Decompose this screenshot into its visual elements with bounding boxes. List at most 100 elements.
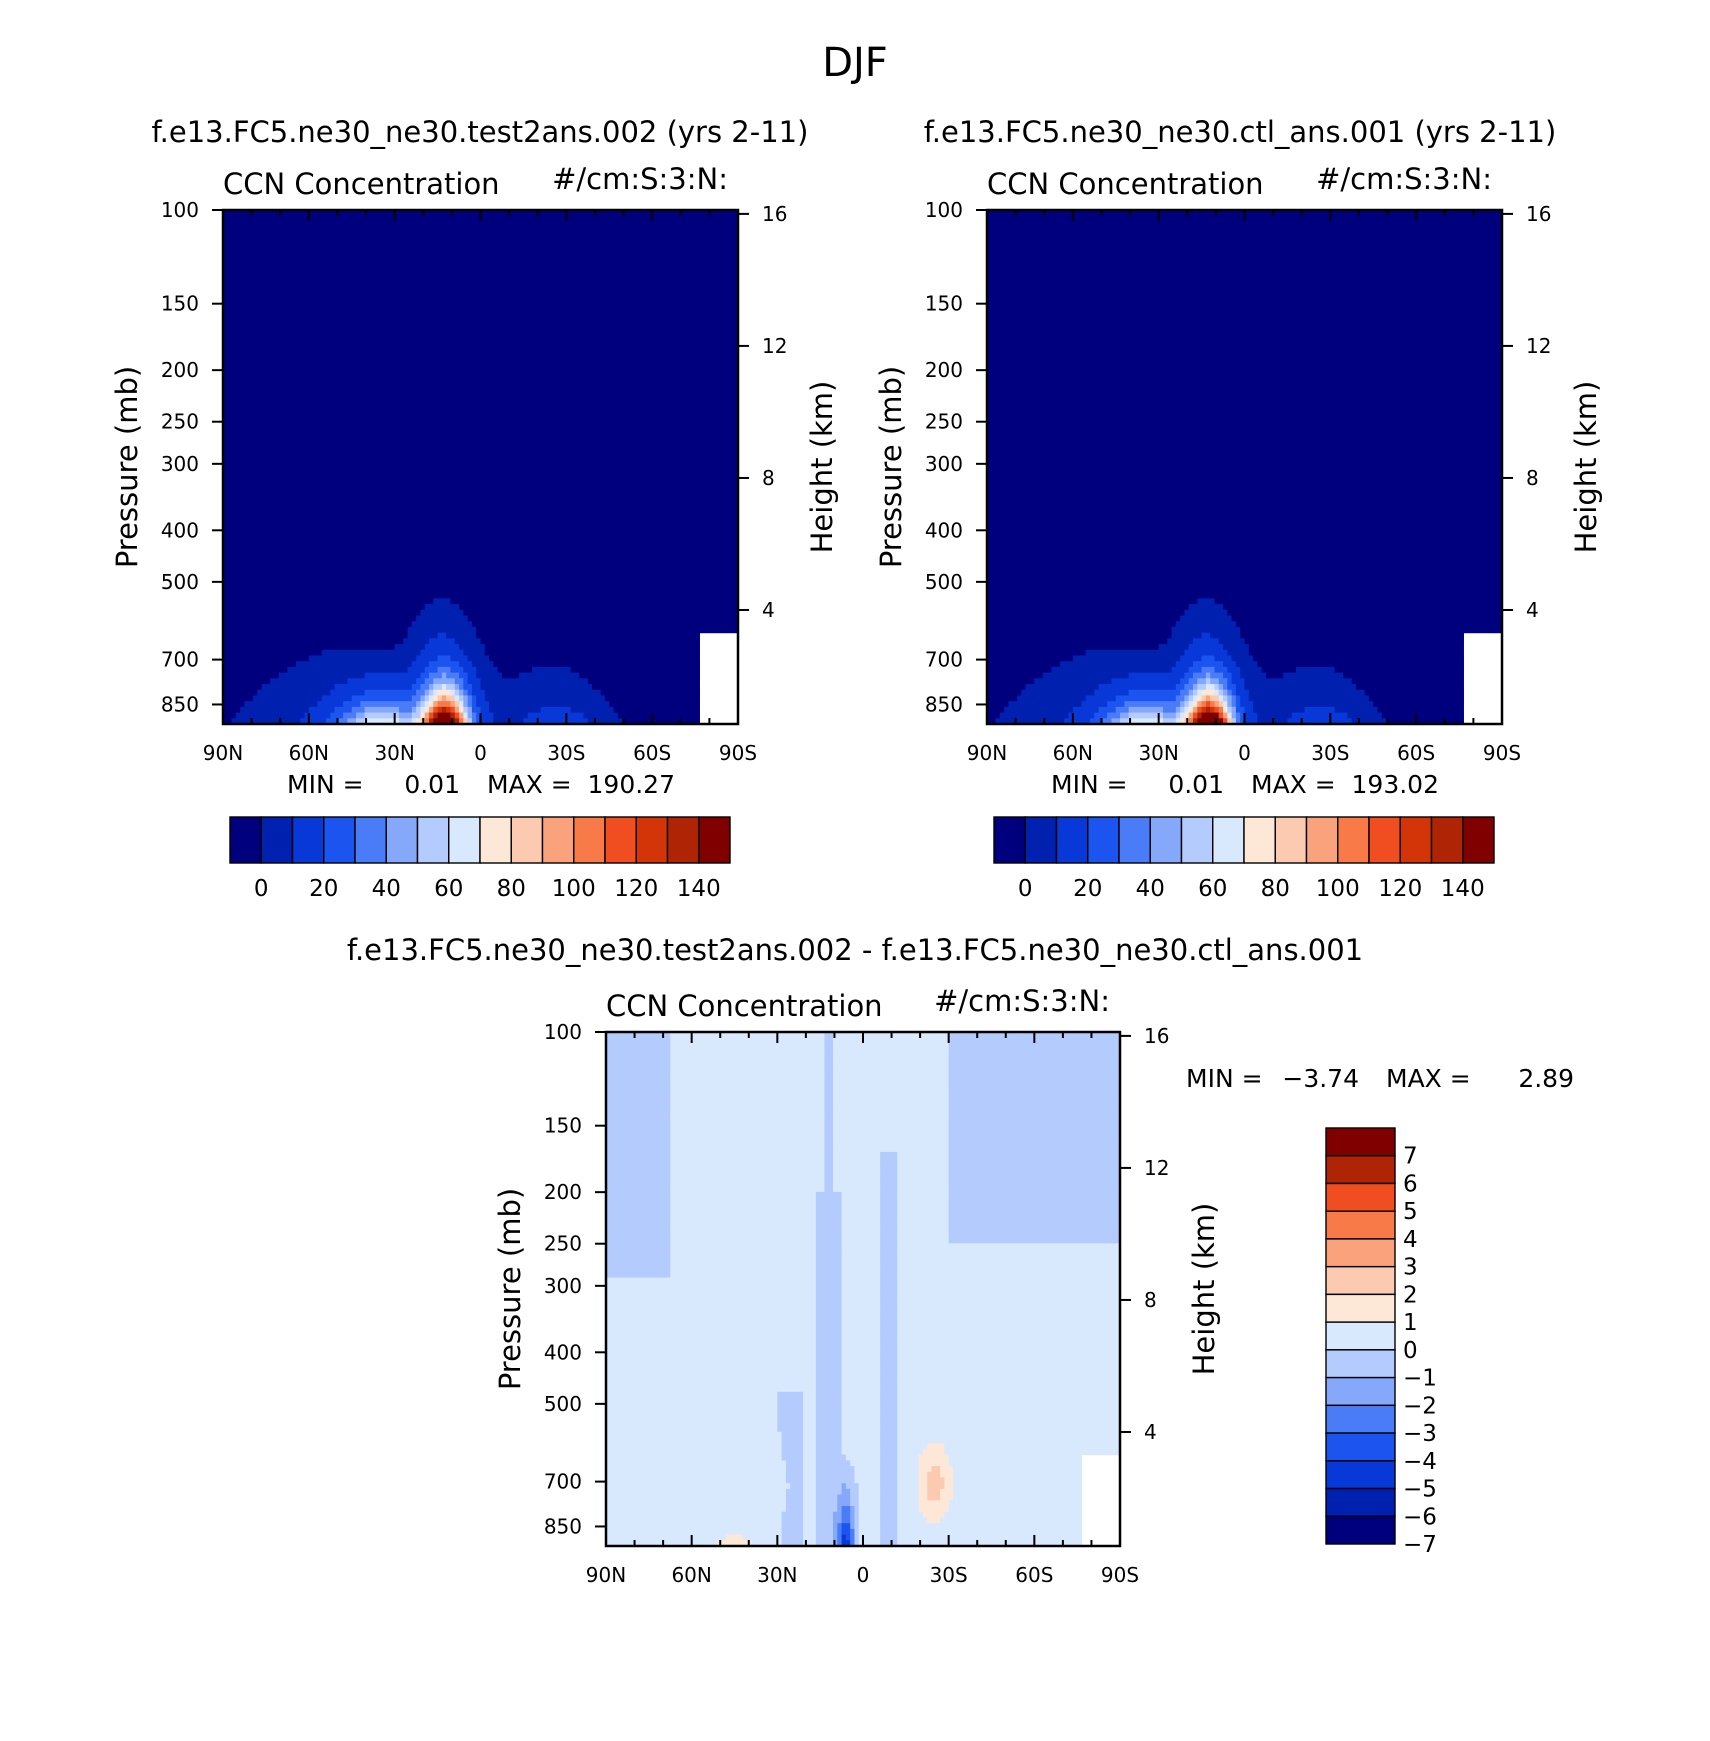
colorbar-label: 6 xyxy=(1403,1171,1418,1197)
contour-cell xyxy=(815,1391,843,1399)
contour-cell xyxy=(880,1534,898,1541)
contour-cell xyxy=(1253,701,1374,708)
contour-cell xyxy=(880,1380,898,1387)
contour-cell xyxy=(815,1443,843,1450)
contour-cell xyxy=(824,1100,834,1107)
contour-cell xyxy=(854,1511,860,1519)
contour-cell xyxy=(897,1169,950,1176)
contour-cell xyxy=(815,1528,834,1536)
contour-cell xyxy=(948,1071,1121,1079)
contour-cell xyxy=(815,1300,843,1307)
contour-cell xyxy=(841,1386,881,1393)
contour-cell xyxy=(592,684,700,691)
contour-cell xyxy=(841,1237,881,1244)
contour-cell xyxy=(1287,718,1353,725)
contour-cell xyxy=(223,632,409,639)
contour-cell xyxy=(815,1534,834,1541)
contour-cell xyxy=(606,1306,817,1313)
x-tick-label: 0 xyxy=(474,741,487,765)
contour-cell xyxy=(223,455,739,462)
x-tick-label: 90S xyxy=(1483,741,1521,765)
contour-cell xyxy=(803,1437,817,1444)
contour-cell xyxy=(880,1186,898,1193)
contour-cell xyxy=(841,1448,881,1456)
contour-cell xyxy=(411,706,417,714)
x-tick-label: 30S xyxy=(930,1563,968,1587)
colorbar-label: 2 xyxy=(1403,1282,1418,1308)
contour-cell xyxy=(897,1511,924,1519)
contour-cell xyxy=(467,712,473,719)
contour-cell xyxy=(987,244,1503,251)
contour-cell xyxy=(841,1231,881,1239)
contour-cell xyxy=(606,1328,817,1336)
contour-cell xyxy=(940,1466,954,1473)
contour-cell xyxy=(471,712,477,719)
contour-cell xyxy=(841,1408,881,1416)
contour-cell xyxy=(815,1517,834,1524)
contour-cell xyxy=(1085,649,1186,657)
contour-cell xyxy=(606,1037,671,1045)
contour-cell xyxy=(1180,689,1190,697)
contour-cell xyxy=(987,232,1503,240)
contour-cell xyxy=(880,1169,898,1176)
y-axis-title: Pressure (mb) xyxy=(874,366,908,568)
contour-cell xyxy=(244,701,319,708)
contour-cell xyxy=(1223,644,1250,651)
contour-cell xyxy=(987,272,1503,280)
contour-cell xyxy=(606,1163,671,1170)
contour-cell xyxy=(1128,712,1164,719)
contour-cell xyxy=(240,706,310,714)
contour-cell xyxy=(338,718,349,725)
contour-cell xyxy=(815,1351,843,1359)
contour-cell xyxy=(1351,718,1387,725)
contour-cell xyxy=(987,432,1503,440)
contour-cell xyxy=(803,1540,817,1547)
contour-cell xyxy=(1304,706,1336,714)
contour-cell xyxy=(815,1414,843,1421)
contour-cell xyxy=(880,1443,898,1450)
contour-cell xyxy=(833,1511,843,1519)
contour-cell xyxy=(429,701,434,708)
contour-cell xyxy=(1218,695,1224,702)
contour-cell xyxy=(223,621,413,628)
y-tick-label: 200 xyxy=(544,1180,582,1204)
contour-cell xyxy=(670,1151,826,1159)
contour-cell xyxy=(424,689,430,697)
contour-cell xyxy=(815,1386,843,1393)
contour-cell xyxy=(1240,672,1267,679)
contour-cell xyxy=(606,1197,671,1204)
contour-cell xyxy=(606,1134,671,1142)
x-tick-label: 90S xyxy=(1101,1563,1139,1587)
x-tick-label: 30N xyxy=(1138,741,1178,765)
contour-cell xyxy=(1364,689,1464,697)
contour-cell xyxy=(606,1397,778,1404)
contour-cell xyxy=(334,684,413,691)
contour-cell xyxy=(446,684,456,691)
colorbar-label: 0 xyxy=(1018,876,1033,902)
min-max-stats: MIN = −3.74 MAX = 2.89 xyxy=(1186,1064,1574,1093)
contour-cell xyxy=(454,712,460,719)
contour-cell xyxy=(484,644,700,651)
contour-cell xyxy=(987,712,1001,719)
contour-cell xyxy=(606,1294,817,1302)
contour-cell xyxy=(841,1271,881,1279)
contour-cell xyxy=(837,1494,851,1501)
contour-cell xyxy=(1175,712,1181,719)
contour-cell xyxy=(880,1231,898,1239)
contour-cell xyxy=(223,489,739,497)
contour-cell xyxy=(918,1466,933,1473)
contour-cell xyxy=(815,1346,843,1353)
contour-cell xyxy=(897,1363,1121,1370)
contour-cell xyxy=(583,712,619,719)
contour-cell xyxy=(1162,718,1177,725)
contour-cell xyxy=(803,1431,817,1439)
contour-cell xyxy=(987,672,1044,679)
contour-cell xyxy=(1081,701,1108,708)
contour-cell xyxy=(880,1163,898,1170)
y-tick-label: 150 xyxy=(161,292,199,316)
contour-cell xyxy=(1240,712,1246,719)
contour-cell xyxy=(880,1500,898,1507)
contour-cell xyxy=(459,718,464,725)
contour-cell xyxy=(1373,701,1464,708)
contour-cell xyxy=(429,689,434,697)
